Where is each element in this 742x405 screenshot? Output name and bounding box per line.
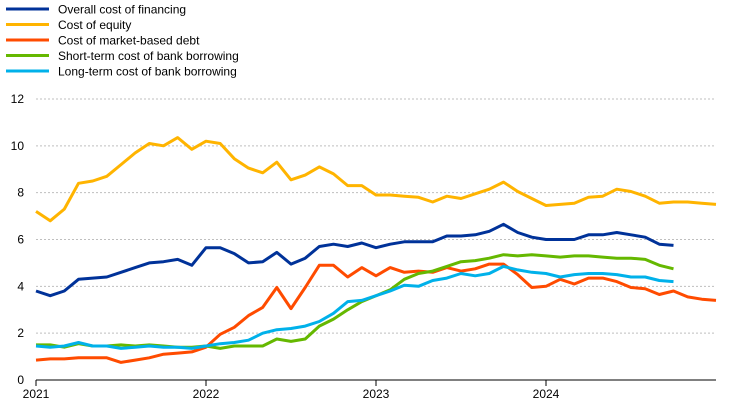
y-axis-ticks: 0 2 4 6 8 10 12 <box>11 92 25 387</box>
y-tick-label: 0 <box>17 373 24 387</box>
legend-label: Overall cost of financing <box>58 3 186 17</box>
x-tick-label: 2021 <box>23 387 50 401</box>
legend-label: Cost of equity <box>58 18 131 32</box>
series-line-2 <box>35 136 717 223</box>
y-tick-label: 8 <box>17 186 24 200</box>
x-tick-label: 2023 <box>363 387 390 401</box>
y-tick-label: 10 <box>11 139 25 153</box>
y-tick-label: 2 <box>17 326 24 340</box>
series-line-3 <box>35 262 717 364</box>
y-tick-label: 4 <box>17 279 24 293</box>
legend-label: Short-term cost of bank borrowing <box>58 49 239 63</box>
x-axis-ticks: 2021 2022 2023 2024 <box>23 380 560 401</box>
series-line-5 <box>35 264 674 350</box>
y-tick-label: 12 <box>11 92 25 106</box>
series-line-1 <box>35 222 674 298</box>
x-tick-label: 2022 <box>193 387 220 401</box>
legend-label: Long-term cost of bank borrowing <box>58 65 237 79</box>
y-tick-label: 6 <box>17 233 24 247</box>
series-lines <box>35 136 717 364</box>
gridlines <box>36 98 716 334</box>
x-tick-label: 2024 <box>533 387 560 401</box>
legend-label: Cost of market-based debt <box>58 34 200 48</box>
